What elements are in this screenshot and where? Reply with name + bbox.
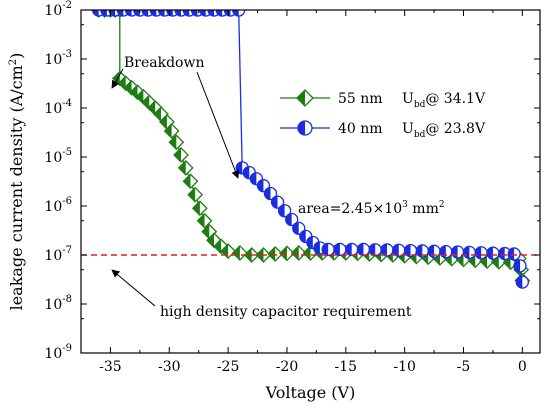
x-tick-label: -10 — [393, 359, 416, 375]
area-label-unit: mm — [408, 201, 439, 217]
data-point — [403, 243, 418, 258]
data-point — [191, 200, 208, 217]
series-layer — [90, 10, 531, 289]
x-axis-title: Voltage (V) — [265, 383, 356, 402]
data-point — [196, 212, 213, 229]
data-point — [267, 246, 284, 262]
data-point — [474, 246, 488, 260]
data-point — [415, 244, 429, 258]
legend-marker — [297, 120, 313, 136]
y-tick-label: 10-4 — [44, 98, 72, 117]
data-point — [345, 242, 359, 257]
data-point — [232, 10, 246, 17]
data-point — [368, 243, 382, 257]
y-axis-title-sup: 2 — [8, 59, 19, 65]
x-tick-label: -25 — [217, 359, 240, 375]
x-tick-label: -35 — [99, 359, 122, 375]
series-40-nm — [92, 10, 529, 289]
legend-series-ubd: Ubd@ 23.8V — [402, 121, 486, 140]
y-tick-label: 10-3 — [44, 49, 72, 68]
legend-series-name: 40 nm — [338, 121, 383, 137]
data-point — [277, 204, 292, 218]
data-point — [173, 147, 189, 163]
axis-ticks: -35 -30 -25 -20 -15 -10 -5 0 10-2 10-3 10-4 10-5 10-… — [44, 0, 540, 375]
y-tick-label: 10-2 — [44, 0, 72, 19]
breakdown-label: Breakdown — [124, 55, 205, 71]
x-tick-label: -15 — [335, 359, 358, 375]
y-tick-label: 10-6 — [44, 196, 72, 215]
data-point — [117, 75, 134, 92]
breakdown-arrow-left — [111, 68, 124, 89]
data-point — [163, 123, 180, 139]
legend-marker — [296, 89, 314, 107]
requirement-arrow — [111, 269, 156, 307]
legend-series-name: 55 nm — [338, 91, 383, 107]
y-tick-label: 10-9 — [44, 343, 72, 362]
data-point — [321, 242, 335, 257]
data-point — [333, 242, 347, 257]
data-point — [182, 173, 199, 190]
y-tick-label: 10-5 — [44, 147, 72, 166]
legend-series-ubd: Ubd@ 34.1V — [402, 91, 486, 110]
data-point — [290, 245, 307, 261]
area-label-exp: 3 — [402, 200, 408, 210]
plot-frame — [80, 9, 541, 354]
data-point — [187, 186, 204, 203]
y-tick-label: 10-8 — [44, 294, 72, 313]
y-axis-title-main: leakage current density (A/cm — [7, 65, 26, 310]
legend-item: 40 nm Ubd@ 23.8V — [280, 120, 486, 140]
data-point — [486, 246, 500, 260]
requirement-label: high density capacitor requirement — [160, 304, 412, 320]
data-point — [123, 79, 140, 96]
x-tick-label: -20 — [276, 359, 299, 375]
data-point — [270, 195, 285, 209]
area-label: area=2.45×103 mm2 — [298, 200, 445, 217]
data-point — [450, 245, 465, 259]
y-axis-title-close: ) — [7, 53, 26, 59]
breakdown-arrow-right — [196, 71, 240, 179]
data-point — [462, 245, 477, 260]
y-axis-title: leakage current density (A/cm2) — [7, 53, 26, 311]
legend-item: 55 nm Ubd@ 34.1V — [280, 89, 486, 110]
area-label-unit-exp: 2 — [439, 200, 445, 210]
data-point — [263, 186, 278, 201]
data-point — [168, 134, 185, 151]
data-point — [513, 259, 527, 273]
data-point — [507, 247, 521, 261]
x-tick-label: -30 — [158, 359, 181, 375]
data-point — [231, 245, 248, 261]
area-label-prefix: area=2.45×10 — [298, 201, 402, 217]
data-point — [285, 212, 299, 227]
data-point — [515, 275, 529, 289]
data-point — [177, 159, 194, 176]
y-tick-label: 10-7 — [44, 245, 72, 264]
data-point — [439, 245, 453, 259]
data-point — [356, 242, 371, 257]
legend: 55 nm Ubd@ 34.1V 40 nm Ubd@ 23.8V — [280, 89, 486, 140]
data-point — [380, 243, 394, 257]
data-point — [279, 245, 295, 262]
data-point — [242, 165, 256, 180]
x-tick-label: 0 — [518, 359, 527, 375]
x-tick-label: -5 — [457, 359, 471, 375]
